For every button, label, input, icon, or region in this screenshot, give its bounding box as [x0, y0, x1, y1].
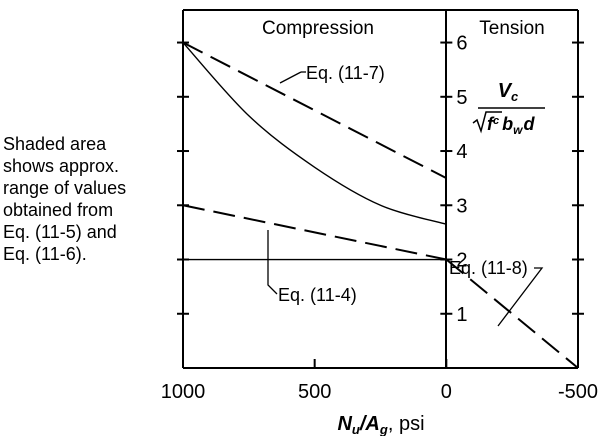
y-label-numerator: Vc: [498, 80, 519, 104]
y-label-denominator: fc bwd: [487, 114, 535, 137]
y-tick-label: 5: [456, 87, 467, 109]
x-tick-label: 1000: [161, 381, 206, 403]
note-line-1: Shaded area: [3, 134, 107, 154]
y-tick-label: 2: [456, 250, 467, 272]
series-layer: [182, 41, 579, 369]
y-tick-label: 1: [456, 304, 467, 326]
label-eq-11-7: Eq. (11-7): [306, 63, 385, 83]
label-eq-11-4: Eq. (11-4): [278, 285, 357, 305]
annotation-eq-11-4: Eq. (11-4): [267, 230, 357, 305]
y-axis-label: Vc fc bwd: [472, 80, 545, 137]
note-line-3: range of values: [3, 178, 127, 198]
note-line-5: Eq. (11-5) and: [3, 222, 117, 242]
label-eq-11-8: Eq. (11-8): [449, 258, 528, 278]
note-line-2: shows approx.: [3, 156, 120, 176]
series-line-3: [182, 204, 447, 261]
leader-eq-11-7: [279, 71, 302, 84]
note-line-6: Eq. (11-6).: [3, 244, 87, 264]
shaded-area-note: Shaded area shows approx. range of value…: [3, 133, 173, 265]
x-tick-label: -500: [558, 381, 598, 403]
x-tick-label: 500: [298, 381, 331, 403]
region-label-tension: Tension: [479, 18, 545, 39]
x-axis-label: Nu/Ag, psi: [337, 413, 424, 436]
annotation-eq-11-8: Eq. (11-8): [449, 258, 544, 327]
note-line-4: obtained from: [3, 200, 114, 220]
series-line-5: [445, 258, 579, 369]
plot-frame: [182, 9, 579, 369]
leader-eq-11-4: [267, 230, 278, 295]
y-tick-label: 6: [456, 33, 467, 55]
annotation-eq-11-7: Eq. (11-7): [279, 63, 385, 84]
x-tick-label: 0: [441, 381, 452, 403]
x-ticks: 1000 500 0 -500: [161, 359, 598, 403]
leader-eq-11-8: [497, 267, 544, 327]
region-label-compression: Compression: [262, 18, 374, 39]
sqrt-sign: [472, 111, 502, 134]
series-line-1: [182, 41, 447, 180]
y-tick-label: 4: [456, 141, 467, 163]
y-tick-label: 3: [456, 195, 467, 217]
series-line-2: [182, 42, 447, 225]
